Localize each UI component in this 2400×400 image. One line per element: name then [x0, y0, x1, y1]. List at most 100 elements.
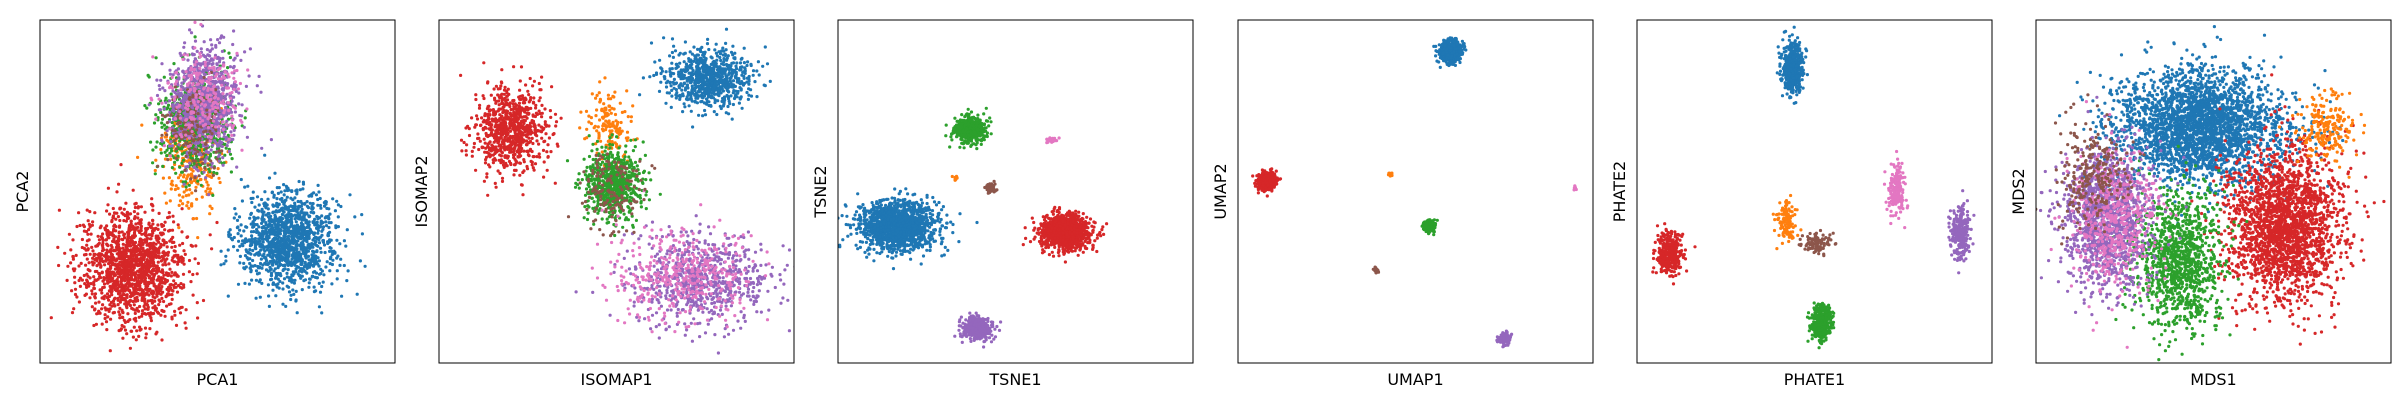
- point: [178, 173, 182, 177]
- point: [212, 170, 216, 175]
- point: [88, 269, 92, 273]
- point: [216, 38, 220, 42]
- point: [208, 233, 212, 237]
- point: [101, 260, 105, 264]
- point: [118, 300, 122, 304]
- point: [111, 299, 116, 303]
- point: [266, 197, 270, 201]
- point: [162, 250, 166, 254]
- point: [190, 173, 194, 178]
- point: [320, 269, 324, 273]
- point: [105, 292, 110, 296]
- point: [236, 232, 240, 236]
- point: [185, 74, 189, 78]
- point: [338, 242, 342, 246]
- point: [96, 277, 100, 281]
- point: [170, 315, 174, 319]
- point: [222, 35, 226, 39]
- point: [173, 129, 177, 133]
- point: [214, 88, 218, 92]
- point: [133, 311, 137, 315]
- point: [288, 213, 292, 218]
- point: [154, 113, 158, 117]
- point: [220, 144, 224, 149]
- point: [295, 223, 299, 227]
- point: [136, 269, 140, 273]
- point: [275, 250, 279, 254]
- point: [170, 128, 174, 132]
- point: [129, 244, 133, 248]
- point: [152, 273, 156, 277]
- point: [216, 97, 220, 101]
- point: [276, 229, 280, 234]
- point: [268, 250, 272, 255]
- point: [335, 277, 339, 281]
- point: [165, 154, 169, 158]
- point: [196, 112, 200, 116]
- point: [70, 289, 74, 293]
- point: [181, 272, 186, 276]
- point: [170, 166, 174, 170]
- point: [154, 234, 158, 238]
- point: [240, 114, 244, 118]
- point: [314, 258, 318, 262]
- point: [111, 311, 115, 315]
- point: [313, 270, 317, 274]
- point: [301, 187, 305, 191]
- point: [267, 176, 272, 180]
- point: [140, 123, 144, 127]
- point: [78, 284, 82, 288]
- point: [288, 240, 292, 245]
- point: [234, 212, 238, 216]
- point: [208, 170, 212, 174]
- point: [108, 284, 112, 288]
- point: [85, 272, 89, 276]
- point: [267, 216, 272, 220]
- point: [205, 180, 209, 184]
- point: [229, 130, 233, 134]
- point: [287, 188, 291, 192]
- point: [119, 163, 123, 167]
- point: [245, 225, 249, 229]
- point: [214, 117, 218, 122]
- point: [182, 75, 186, 79]
- point: [321, 280, 325, 284]
- point: [147, 265, 151, 269]
- point: [266, 230, 270, 234]
- point: [96, 256, 100, 260]
- point: [273, 171, 277, 175]
- point: [122, 318, 126, 322]
- point: [161, 276, 165, 280]
- point: [265, 259, 269, 263]
- point: [169, 187, 173, 191]
- point: [283, 189, 287, 193]
- point: [293, 278, 297, 282]
- point: [84, 292, 88, 296]
- point: [330, 282, 334, 286]
- point: [195, 216, 199, 221]
- point: [143, 307, 147, 311]
- point: [285, 195, 289, 199]
- point: [208, 174, 212, 178]
- point: [176, 67, 180, 71]
- point: [294, 253, 298, 257]
- point: [165, 273, 169, 277]
- point: [133, 308, 137, 312]
- point: [253, 237, 257, 241]
- point: [286, 230, 290, 234]
- point: [256, 208, 260, 212]
- point: [133, 205, 137, 210]
- point: [57, 263, 61, 268]
- point: [210, 161, 214, 165]
- point: [276, 221, 280, 226]
- point: [302, 231, 306, 235]
- point: [226, 66, 230, 70]
- point: [303, 202, 307, 206]
- point: [299, 276, 303, 280]
- point: [281, 263, 285, 268]
- point: [155, 78, 159, 82]
- point: [198, 85, 202, 89]
- point: [254, 247, 258, 251]
- point: [217, 127, 221, 131]
- point: [360, 232, 364, 236]
